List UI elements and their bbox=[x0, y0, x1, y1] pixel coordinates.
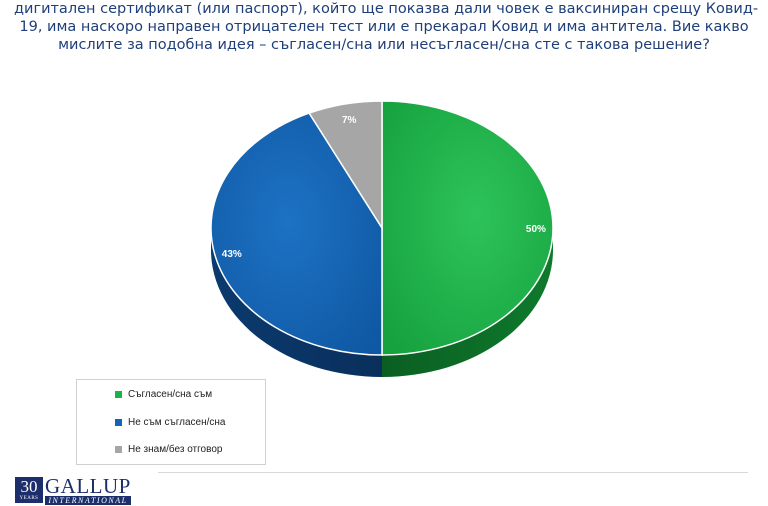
company-subtitle: INTERNATIONAL bbox=[45, 496, 131, 505]
data-label-disagree: 43% bbox=[222, 249, 242, 260]
legend-label-agree: Съгласен/сна съм bbox=[128, 388, 213, 400]
question-line-3: мислите за подобна идея – съгласен/сна и… bbox=[58, 37, 710, 53]
pie-slice-disagree bbox=[210, 112, 383, 356]
legend-swatch-agree bbox=[115, 390, 122, 398]
legend-label-dont-know: Не знам/без отговор bbox=[128, 443, 223, 455]
pie-side-agree bbox=[382, 228, 553, 377]
legend: Съгласен/сна съм Не съм съгласен/сна Не … bbox=[76, 379, 266, 465]
question-line-2: 19, има наскоро направен отрицателен тес… bbox=[19, 19, 749, 35]
gallup-logo: 30 YEARS GALLUP INTERNATIONAL bbox=[15, 474, 131, 506]
question-line-1: дигитален сертификат (или паспорт), койт… bbox=[14, 1, 759, 17]
company-name: GALLUP bbox=[45, 474, 131, 498]
question-text: дигитален сертификат (или паспорт), койт… bbox=[14, 0, 759, 54]
data-label-agree: 50% bbox=[526, 224, 546, 235]
pie-slice-agree bbox=[381, 100, 554, 356]
legend-swatch-dont-know bbox=[115, 445, 122, 453]
legend-item-agree: Съгласен/сна съм bbox=[115, 387, 212, 401]
data-label-dont-know: 7% bbox=[342, 115, 357, 126]
pie-chart: 50% 43% 7% bbox=[210, 100, 554, 377]
company-wordmark: GALLUP INTERNATIONAL bbox=[45, 474, 131, 505]
footer-divider bbox=[158, 472, 748, 473]
legend-swatch-disagree bbox=[115, 418, 122, 426]
legend-item-disagree: Не съм съгласен/сна bbox=[115, 415, 226, 429]
pie-side-disagree bbox=[211, 228, 382, 377]
pie-slice-dont-know bbox=[308, 100, 383, 231]
legend-label-disagree: Не съм съгласен/сна bbox=[128, 416, 226, 428]
anniversary-label: YEARS bbox=[19, 496, 39, 501]
legend-item-dont-know: Не знам/без отговор bbox=[115, 442, 222, 456]
anniversary-badge: 30 YEARS bbox=[15, 477, 43, 503]
anniversary-number: 30 bbox=[20, 477, 38, 496]
